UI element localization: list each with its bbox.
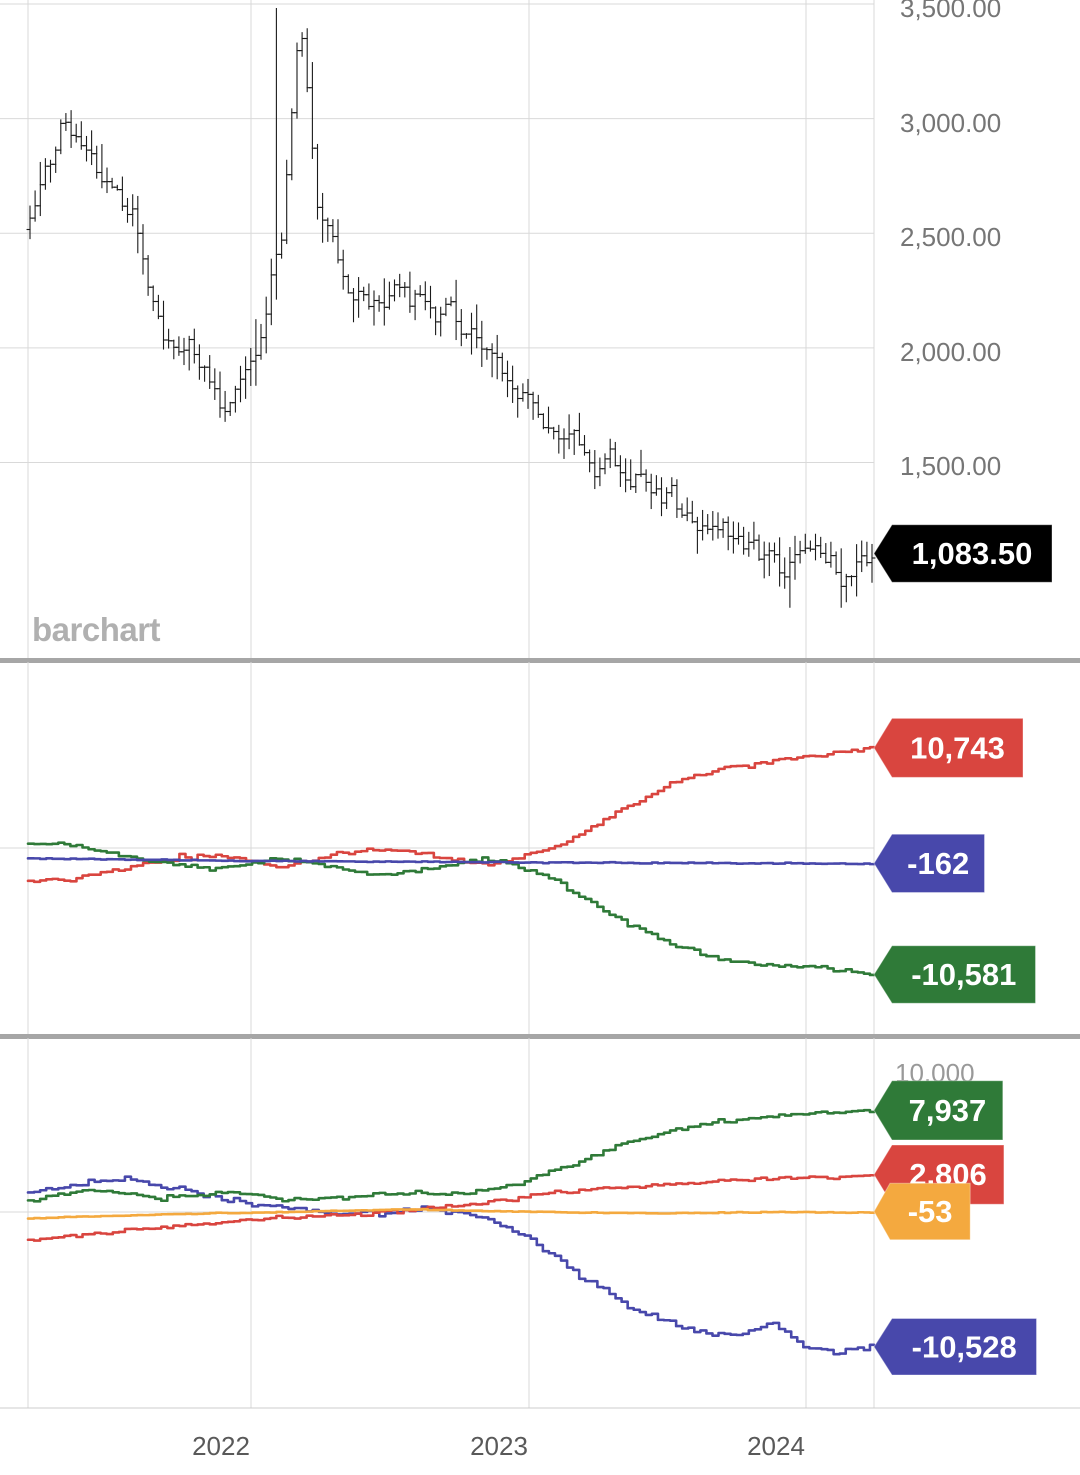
svg-text:-162: -162 [907, 846, 969, 881]
svg-text:2023: 2023 [470, 1431, 528, 1461]
svg-text:1,083.50: 1,083.50 [912, 536, 1033, 571]
svg-text:-10,528: -10,528 [912, 1329, 1017, 1364]
svg-text:2,000.00: 2,000.00 [900, 337, 1001, 367]
svg-text:barchart: barchart [32, 611, 161, 648]
svg-text:2,500.00: 2,500.00 [900, 222, 1001, 252]
svg-text:-53: -53 [908, 1194, 953, 1229]
svg-text:3,500.00: 3,500.00 [900, 0, 1001, 23]
svg-text:10,743: 10,743 [910, 730, 1005, 765]
svg-text:2022: 2022 [192, 1431, 250, 1461]
svg-text:7,937: 7,937 [909, 1093, 987, 1128]
svg-text:1,500.00: 1,500.00 [900, 451, 1001, 481]
svg-text:2024: 2024 [747, 1431, 805, 1461]
svg-text:-10,581: -10,581 [911, 957, 1016, 992]
svg-text:3,000.00: 3,000.00 [900, 108, 1001, 138]
